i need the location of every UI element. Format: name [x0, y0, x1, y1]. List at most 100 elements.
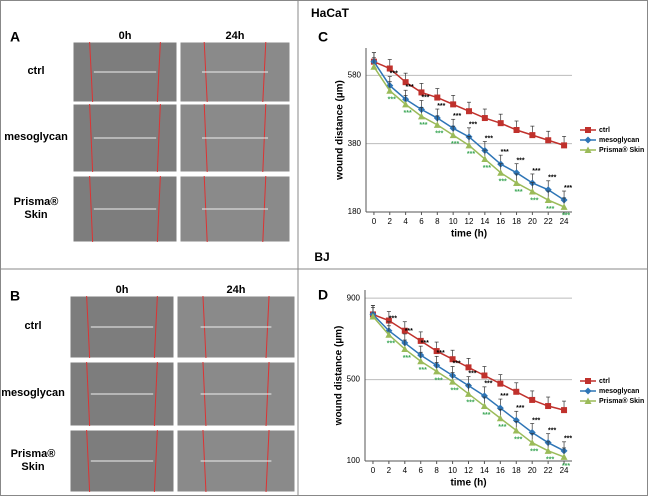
data-point — [449, 356, 456, 363]
significance: *** — [421, 340, 429, 347]
data-point — [433, 348, 440, 355]
data-point — [481, 115, 488, 122]
data-point — [513, 127, 520, 133]
legend-marker — [585, 127, 591, 133]
x-tick-label: 10 — [448, 466, 457, 475]
x-tick-label: 24 — [560, 466, 569, 475]
data-point — [386, 87, 394, 94]
significance: *** — [530, 449, 538, 456]
legend-label: mesoglycan — [599, 388, 639, 395]
legend-marker — [585, 378, 591, 384]
x-tick-label: 4 — [403, 217, 408, 226]
y-tick-label: 500 — [347, 375, 361, 384]
significance: *** — [516, 158, 524, 165]
wound-edge — [156, 103, 161, 173]
x-tick-label: 20 — [528, 217, 537, 226]
significance: *** — [514, 189, 522, 196]
data-point — [401, 327, 408, 334]
data-point — [465, 141, 473, 149]
x-tick-label: 22 — [544, 217, 553, 226]
significance: *** — [387, 341, 395, 348]
significance: *** — [530, 197, 538, 204]
y-axis-label: wound distance (µm) — [334, 326, 345, 427]
data-point — [545, 137, 552, 144]
significance: *** — [483, 165, 491, 172]
row-label: Prisma® Skin — [13, 196, 59, 221]
x-tick-label: 14 — [480, 466, 489, 475]
data-point — [386, 65, 393, 72]
wound-edge — [153, 429, 158, 493]
data-point — [433, 367, 441, 375]
data-point — [402, 100, 410, 108]
significance: *** — [451, 141, 459, 148]
data-point — [512, 426, 520, 434]
y-axis-label: wound distance (µm) — [335, 80, 346, 181]
significance: *** — [452, 360, 460, 367]
y-tick-label: 100 — [347, 456, 361, 465]
significance: *** — [548, 175, 556, 182]
wound-edge — [156, 175, 161, 243]
significance: *** — [498, 424, 506, 431]
panel-letter: A — [10, 29, 20, 45]
significance: *** — [419, 122, 427, 129]
data-point — [529, 396, 536, 403]
significance: *** — [404, 110, 412, 117]
significance: *** — [532, 417, 540, 424]
significance: *** — [548, 428, 556, 435]
data-point — [385, 317, 392, 324]
legend-label: ctrl — [599, 127, 610, 134]
significance: *** — [468, 371, 476, 378]
x-tick-label: 0 — [371, 466, 376, 475]
row-label: Prisma® Skin — [10, 448, 56, 473]
data-point — [545, 403, 552, 410]
significance: *** — [453, 113, 461, 120]
data-point — [480, 402, 488, 410]
data-point — [512, 416, 520, 424]
x-tick-label: 6 — [419, 217, 424, 226]
data-point — [465, 364, 472, 371]
data-point — [561, 407, 568, 414]
significance: *** — [419, 367, 427, 374]
row-label: mesoglycan — [4, 131, 68, 143]
significance: *** — [500, 393, 508, 400]
data-point — [496, 414, 504, 422]
significance: *** — [466, 400, 474, 407]
significance: *** — [562, 463, 570, 470]
data-point — [433, 121, 441, 128]
y-tick-label: 380 — [348, 139, 362, 148]
data-point — [513, 388, 520, 395]
significance: *** — [437, 350, 445, 357]
wound-edge — [86, 361, 91, 427]
wound-edge — [153, 361, 158, 427]
x-tick-label: 2 — [388, 217, 393, 226]
x-tick-label: 4 — [403, 466, 408, 475]
x-tick-label: 14 — [480, 217, 489, 226]
column-label: 24h — [226, 30, 245, 42]
data-point — [528, 439, 536, 446]
data-point — [369, 312, 377, 320]
data-point — [449, 378, 457, 385]
data-point — [497, 169, 505, 176]
panel-letter: B — [10, 288, 20, 304]
significance: *** — [501, 149, 509, 156]
significance: *** — [546, 206, 554, 213]
y-tick-label: 180 — [348, 207, 362, 216]
wound-edge — [153, 295, 158, 359]
data-point — [544, 196, 552, 204]
y-tick-label: 580 — [348, 70, 362, 79]
significance: *** — [484, 381, 492, 388]
x-tick-label: 10 — [449, 217, 458, 226]
row-label: mesoglycan — [1, 387, 65, 399]
x-tick-label: 24 — [560, 217, 569, 226]
cell-line-title: HaCaT — [311, 6, 350, 20]
panel-letter: D — [318, 287, 328, 303]
data-point — [481, 155, 489, 163]
legend-marker — [584, 397, 592, 404]
data-point — [528, 429, 536, 436]
x-tick-label: 0 — [372, 217, 377, 226]
significance: *** — [482, 412, 490, 419]
data-point — [480, 392, 488, 400]
significance: *** — [405, 328, 413, 335]
wound-edge — [86, 295, 91, 359]
significance: *** — [450, 387, 458, 394]
